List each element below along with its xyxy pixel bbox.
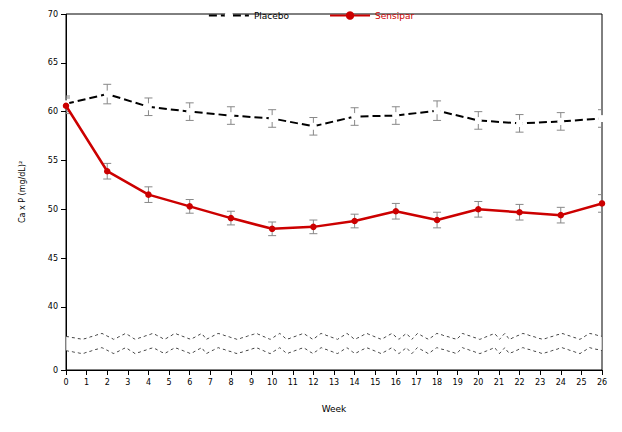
svg-text:7: 7	[208, 378, 213, 387]
svg-text:24: 24	[556, 378, 566, 387]
svg-text:65: 65	[48, 58, 58, 67]
svg-text:9: 9	[249, 378, 254, 387]
svg-text:23: 23	[535, 378, 545, 387]
svg-text:55: 55	[48, 156, 58, 165]
svg-text:22: 22	[514, 378, 524, 387]
svg-text:18: 18	[432, 378, 442, 387]
svg-text:Ca x P (mg/dL)²: Ca x P (mg/dL)²	[18, 161, 27, 223]
svg-text:0: 0	[63, 378, 68, 387]
svg-text:6: 6	[187, 378, 192, 387]
svg-text:40: 40	[48, 302, 58, 311]
svg-text:26: 26	[597, 378, 607, 387]
svg-text:11: 11	[288, 378, 298, 387]
svg-text:17: 17	[411, 378, 421, 387]
svg-text:20: 20	[473, 378, 483, 387]
svg-text:4: 4	[146, 378, 151, 387]
svg-text:14: 14	[350, 378, 360, 387]
svg-text:Week: Week	[322, 404, 347, 414]
svg-text:Placebo: Placebo	[254, 11, 290, 21]
svg-text:2: 2	[105, 378, 110, 387]
svg-text:3: 3	[125, 378, 130, 387]
svg-text:45: 45	[48, 254, 58, 263]
svg-text:19: 19	[453, 378, 463, 387]
svg-text:10: 10	[267, 378, 277, 387]
svg-text:70: 70	[48, 10, 58, 19]
svg-text:Sensipar: Sensipar	[375, 11, 414, 21]
svg-text:0: 0	[53, 366, 58, 375]
svg-text:50: 50	[48, 205, 58, 214]
svg-text:15: 15	[370, 378, 380, 387]
svg-text:60: 60	[48, 107, 58, 116]
svg-text:25: 25	[576, 378, 586, 387]
svg-text:12: 12	[308, 378, 318, 387]
svg-text:1: 1	[84, 378, 89, 387]
svg-text:8: 8	[228, 378, 233, 387]
svg-text:21: 21	[494, 378, 504, 387]
svg-text:16: 16	[391, 378, 401, 387]
svg-text:5: 5	[167, 378, 172, 387]
svg-text:13: 13	[329, 378, 339, 387]
